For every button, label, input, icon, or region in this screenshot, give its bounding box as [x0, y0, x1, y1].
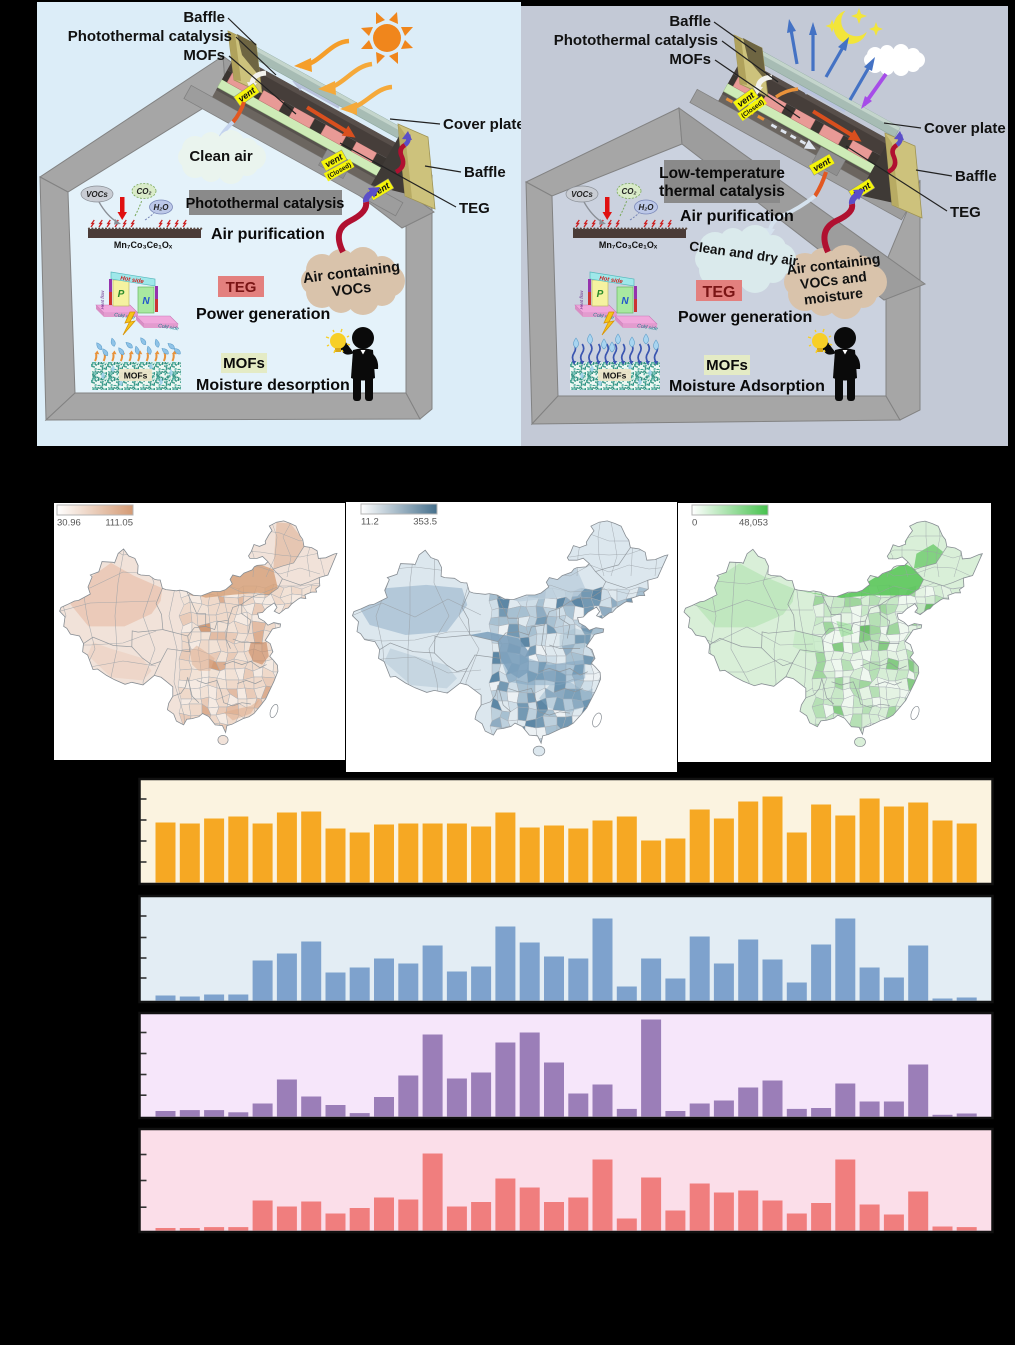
svg-text:48,053: 48,053	[739, 518, 768, 529]
svg-text:thermal catalysis: thermal catalysis	[659, 183, 785, 200]
svg-text:N: N	[142, 296, 150, 307]
svg-text:Power generation: Power generation	[196, 306, 330, 323]
svg-text:Hot side: Hot side	[120, 276, 145, 286]
svg-text:CO₂: CO₂	[136, 187, 151, 196]
svg-text:Photothermal catalysis: Photothermal catalysis	[186, 196, 345, 212]
svg-text:P: P	[118, 289, 125, 300]
svg-text:Cold side: Cold side	[637, 323, 659, 332]
svg-text:Moisture Adsorption: Moisture Adsorption	[669, 378, 825, 395]
svg-text:353.5: 353.5	[413, 517, 437, 528]
svg-text:Cold side: Cold side	[158, 323, 180, 332]
svg-text:MOFs: MOFs	[223, 355, 265, 372]
svg-text:Air purification: Air purification	[680, 208, 794, 225]
svg-text:Moisture desorption: Moisture desorption	[196, 377, 350, 394]
svg-text:0: 0	[692, 518, 697, 529]
svg-text:TEG: TEG	[950, 204, 981, 221]
svg-text:Baffle: Baffle	[669, 13, 711, 30]
svg-text:P: P	[597, 289, 604, 300]
svg-text:Mn₇Co₃Ce₁Oₓ: Mn₇Co₃Ce₁Oₓ	[114, 240, 173, 250]
svg-text:VOCs: VOCs	[571, 190, 593, 199]
svg-text:Low-temperature: Low-temperature	[659, 165, 785, 182]
svg-text:Baffle: Baffle	[464, 164, 506, 181]
svg-text:11.2: 11.2	[361, 517, 379, 528]
svg-text:TEG: TEG	[703, 284, 736, 301]
svg-text:Baffle: Baffle	[955, 168, 997, 185]
svg-text:Air purification: Air purification	[211, 226, 325, 243]
svg-text:MOFs: MOFs	[183, 47, 225, 64]
svg-text:Photothermal catalysis: Photothermal catalysis	[554, 32, 718, 49]
svg-text:Cover plate: Cover plate	[443, 116, 525, 133]
svg-text:111.05: 111.05	[105, 518, 133, 529]
svg-text:Baffle: Baffle	[183, 9, 225, 26]
svg-text:H₂O: H₂O	[638, 203, 654, 212]
svg-text:moisture: moisture	[803, 284, 864, 307]
svg-text:MOFs: MOFs	[669, 51, 711, 68]
svg-text:MOFs: MOFs	[124, 371, 148, 381]
svg-text:Clean air: Clean air	[189, 148, 253, 165]
svg-text:Cold side: Cold side	[593, 312, 615, 321]
svg-text:Mn₇Co₃Ce₁Oₓ: Mn₇Co₃Ce₁Oₓ	[599, 240, 658, 250]
svg-text:VOCs: VOCs	[331, 280, 372, 301]
svg-text:Heat flow: Heat flow	[100, 290, 105, 310]
svg-text:Photothermal catalysis: Photothermal catalysis	[68, 28, 232, 45]
svg-text:N: N	[621, 296, 629, 307]
svg-text:TEG: TEG	[226, 279, 257, 296]
svg-text:Heat flow: Heat flow	[579, 290, 584, 310]
svg-text:TEG: TEG	[459, 200, 490, 217]
svg-text:VOCs: VOCs	[86, 190, 108, 199]
svg-text:H₂O: H₂O	[153, 203, 169, 212]
svg-text:Cold side: Cold side	[114, 312, 136, 321]
svg-text:Hot side: Hot side	[599, 276, 624, 286]
svg-text:30.96: 30.96	[57, 518, 81, 529]
svg-text:MOFs: MOFs	[706, 357, 748, 374]
svg-text:Power generation: Power generation	[678, 309, 812, 326]
svg-text:MOFs: MOFs	[603, 371, 627, 381]
svg-text:Cover plate: Cover plate	[924, 120, 1006, 137]
svg-text:CO₂: CO₂	[621, 187, 636, 196]
